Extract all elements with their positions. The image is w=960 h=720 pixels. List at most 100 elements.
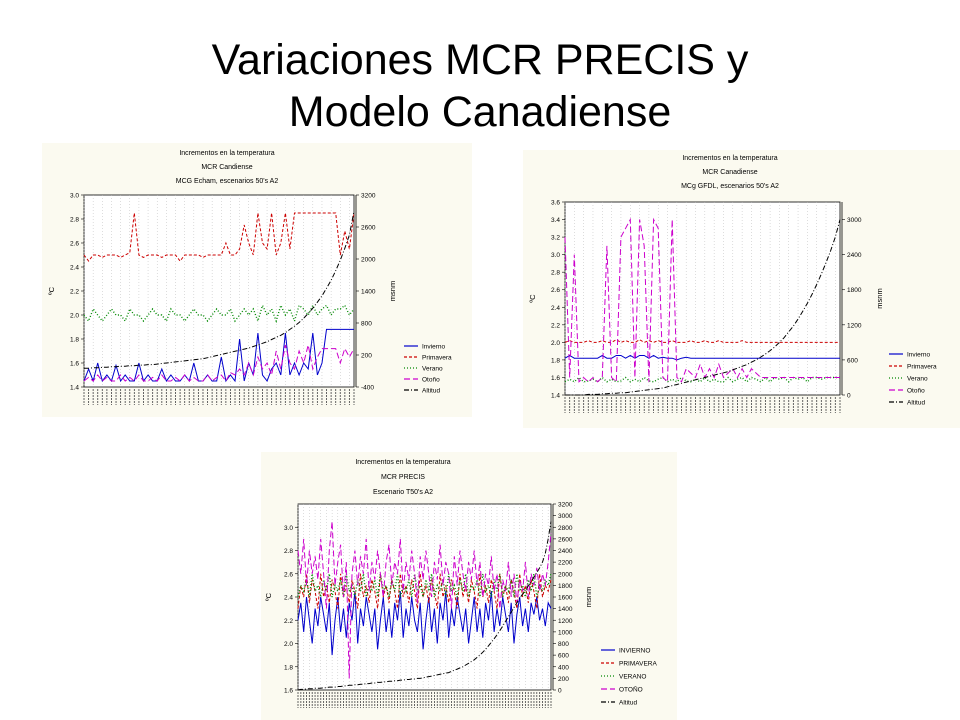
y-tick-label: 2.6 <box>551 287 560 294</box>
y-axis-label: ºC <box>528 294 537 303</box>
y-tick-label: 1.8 <box>70 337 79 344</box>
y2-tick-label: 3000 <box>847 217 862 224</box>
y2-tick-label: 3000 <box>558 513 573 520</box>
series-line-4 <box>297 521 552 691</box>
series-line-1 <box>297 573 552 609</box>
y2-tick-label: 600 <box>847 357 858 364</box>
series-line-0 <box>83 328 354 383</box>
legend-label: OTOÑO <box>619 685 643 694</box>
y2-tick-label: 3200 <box>361 193 376 200</box>
y-tick-label: 2.8 <box>70 217 79 224</box>
y2-tick-label: 0 <box>847 393 851 400</box>
y2-axis-label: msnm <box>388 281 397 301</box>
plot-area <box>297 503 552 691</box>
y2-axis-label: msnm <box>875 288 884 308</box>
y-tick-label: 2.2 <box>551 322 560 329</box>
y-tick-label: 2.8 <box>551 270 560 277</box>
legend-label: Otoño <box>422 377 440 384</box>
y-tick-label: 1.4 <box>551 393 560 400</box>
y2-tick-label: 400 <box>558 664 569 671</box>
y-tick-label: 1.6 <box>70 361 79 368</box>
y2-tick-label: 1600 <box>558 595 573 602</box>
slide-title-line-1: Variaciones MCR PRECIS y <box>211 36 749 84</box>
chart-subtitle: MCR Canadiense <box>702 169 757 176</box>
y2-tick-label: 2400 <box>558 548 573 555</box>
series-line-1 <box>83 212 355 262</box>
chart-canadiense-gfdl: Incrementos en la temperatura MCR Canadie… <box>528 155 937 413</box>
chart-canadiense-echam: Incrementos en la temperatura MCR Candien… <box>47 150 452 405</box>
y2-tick-label: 2000 <box>558 571 573 578</box>
legend-label: PRIMAVERA <box>619 661 657 668</box>
chart-title: Incrementos en la temperatura <box>682 155 777 162</box>
y2-tick-label: 1200 <box>847 322 862 329</box>
y-tick-label: 1.4 <box>70 385 79 392</box>
series-line-3 <box>297 521 552 679</box>
y-tick-label: 3.2 <box>551 235 560 242</box>
y2-tick-label: 600 <box>558 653 569 660</box>
y-tick-label: 2.4 <box>70 265 79 272</box>
y2-tick-label: 1800 <box>558 583 573 590</box>
y2-tick-label: 1000 <box>558 629 573 636</box>
y-tick-label: 2.0 <box>551 340 560 347</box>
legend-label: Invierno <box>907 352 931 359</box>
y-tick-label: 3.0 <box>284 525 293 532</box>
chart-panel-canadiense-gfdl: Incrementos en la temperatura MCR Canadie… <box>523 150 960 428</box>
chart-subtitle: Escenario T50's A2 <box>373 489 433 496</box>
chart-precis: Incrementos en la temperatura MCR PRECIS E… <box>264 459 657 708</box>
y2-tick-label: 200 <box>558 676 569 683</box>
y-tick-label: 1.8 <box>551 357 560 364</box>
y2-tick-label: 2000 <box>361 257 376 264</box>
legend-label: Altitud <box>907 400 925 407</box>
y-tick-label: 2.6 <box>284 571 293 578</box>
y-axis-label: ºC <box>264 592 273 601</box>
y-tick-label: 2.2 <box>284 618 293 625</box>
y-tick-label: 1.6 <box>284 688 293 695</box>
y-tick-label: 1.6 <box>551 375 560 382</box>
y2-tick-label: 2600 <box>361 225 376 232</box>
y2-tick-label: 3200 <box>558 502 573 509</box>
series-line-3 <box>83 344 355 382</box>
y-tick-label: 3.6 <box>551 200 560 207</box>
legend-label: Verano <box>907 376 928 383</box>
y2-tick-label: 1800 <box>847 287 862 294</box>
legend-label: Primavera <box>422 355 452 362</box>
y-tick-label: 2.2 <box>70 289 79 296</box>
chart-subtitle: MCG Echam, escenarios 50's A2 <box>176 178 279 185</box>
y2-tick-label: -400 <box>361 385 374 392</box>
y2-tick-label: 2400 <box>847 252 862 259</box>
y2-tick-label: 800 <box>361 321 372 328</box>
y-tick-label: 2.0 <box>70 313 79 320</box>
slide-title: Variaciones MCR PRECIS y Modelo Canadien… <box>0 34 960 138</box>
y-tick-label: 3.0 <box>70 193 79 200</box>
legend-label: INVIERNO <box>619 648 650 655</box>
y-tick-label: 3.0 <box>551 252 560 259</box>
legend-label: VERANO <box>619 674 646 681</box>
chart-panel-canadiense-echam: Incrementos en la temperatura MCR Candien… <box>42 143 472 417</box>
chart-subtitle: MCR Candiense <box>201 164 252 171</box>
y-tick-label: 2.4 <box>284 595 293 602</box>
y-tick-label: 1.8 <box>284 664 293 671</box>
y-tick-label: 2.6 <box>70 241 79 248</box>
plot-area <box>564 201 841 396</box>
y-tick-label: 3.4 <box>551 217 560 224</box>
legend-label: Primavera <box>907 364 937 371</box>
slide-title-line-2: Modelo Canadiense <box>288 88 672 136</box>
y2-tick-label: 800 <box>558 641 569 648</box>
plot-area <box>83 194 355 388</box>
legend-label: Invierno <box>422 344 446 351</box>
y2-tick-label: 2600 <box>558 536 573 543</box>
series-line-4 <box>84 210 355 369</box>
chart-title: Incrementos en la temperatura <box>179 150 274 157</box>
legend-label: Altitud <box>619 700 637 707</box>
chart-title: Incrementos en la temperatura <box>355 459 450 466</box>
y2-tick-label: 2200 <box>558 560 573 567</box>
y2-tick-label: 200 <box>361 353 372 360</box>
series-line-0 <box>297 591 552 656</box>
y-axis-label: ºC <box>47 286 56 295</box>
legend-label: Altitud <box>422 388 440 395</box>
chart-panel-precis: Incrementos en la temperatura MCR PRECIS E… <box>261 452 677 720</box>
y-tick-label: 2.0 <box>284 641 293 648</box>
y2-axis-label: msnm <box>584 587 593 607</box>
legend-label: Verano <box>422 366 443 373</box>
y2-tick-label: 0 <box>558 688 562 695</box>
